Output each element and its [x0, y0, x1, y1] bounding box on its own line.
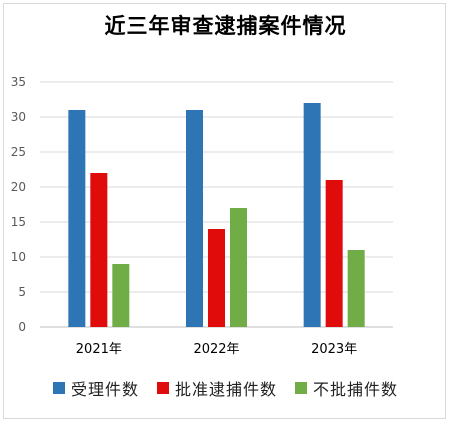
bar	[325, 180, 343, 327]
x-tick-label: 2022年	[193, 342, 239, 357]
bar	[186, 110, 203, 327]
bar	[208, 229, 225, 327]
x-tick-label: 2023年	[311, 342, 357, 357]
bar	[230, 208, 247, 327]
chart-legend: 受理件数 批准逮捕件数 不批捕件数	[0, 376, 451, 400]
y-tick-label: 15	[11, 215, 26, 229]
legend-swatch	[156, 382, 169, 394]
bar	[347, 250, 365, 327]
y-tick-label: 30	[11, 110, 26, 124]
bar	[303, 103, 321, 327]
y-tick-label: 5	[18, 285, 26, 299]
y-tick-label: 0	[18, 320, 26, 334]
legend-entry: 不批捕件数	[295, 376, 398, 400]
bar	[90, 173, 108, 327]
chart-title: 近三年审查逮捕案件情况	[104, 13, 347, 38]
bar	[68, 110, 86, 327]
legend-label: 受理件数	[70, 380, 139, 399]
legend-entry: 受理件数	[52, 376, 139, 400]
legend-swatch	[295, 382, 307, 394]
legend-entry: 批准逮捕件数	[156, 376, 277, 400]
y-tick-label: 25	[11, 145, 26, 159]
legend-label: 批准逮捕件数	[174, 380, 277, 399]
bar	[112, 264, 130, 327]
y-tick-label: 10	[11, 250, 26, 264]
y-tick-label: 35	[11, 75, 26, 89]
legend-swatch	[52, 382, 65, 394]
y-tick-label: 20	[11, 180, 26, 194]
x-tick-label: 2021年	[76, 342, 122, 357]
legend-label: 不批捕件数	[313, 380, 399, 399]
